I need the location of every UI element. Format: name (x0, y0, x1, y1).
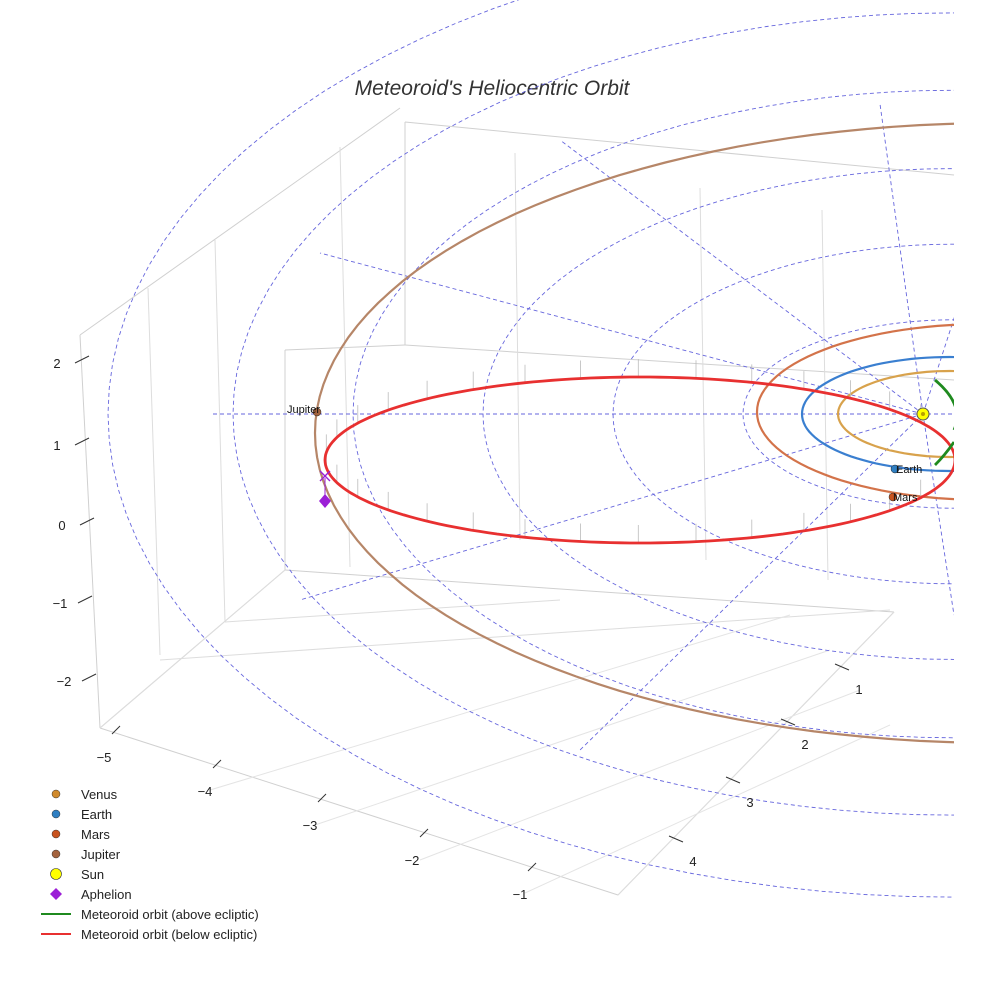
y-tick-mark (419, 828, 429, 838)
x-tick-mark (668, 835, 684, 843)
mars-orbit (755, 323, 954, 501)
legend-label: Sun (81, 867, 104, 882)
annotation-label: Jupiter (287, 404, 320, 416)
y-tick-mark (317, 793, 327, 803)
y-tick-label: −1 (513, 887, 528, 902)
x-tick-label: 4 (689, 854, 696, 869)
box-edge (404, 344, 955, 381)
jupiter-orbit (313, 122, 954, 744)
box-edge (99, 727, 619, 896)
grid-ring (482, 168, 954, 660)
grid-radial (922, 413, 954, 616)
meteoroid-orbit-above (934, 378, 954, 466)
grid-line (209, 614, 791, 791)
legend-label: Jupiter (81, 847, 121, 862)
z-tick-label: 0 (58, 518, 65, 533)
legend-swatch (51, 789, 61, 799)
z-tick-label: −1 (53, 596, 68, 611)
box-edge (284, 569, 895, 613)
grid-line (524, 724, 891, 894)
grid-line (699, 187, 707, 561)
legend-label: Venus (81, 787, 118, 802)
z-tick-label: 1 (53, 438, 60, 453)
legend-swatch (51, 809, 61, 819)
grid-line (224, 599, 561, 623)
y-tick-label: −2 (405, 853, 420, 868)
y-tick-mark (527, 862, 537, 872)
z-tick-label: 2 (53, 356, 60, 371)
y-tick-label: −3 (303, 818, 318, 833)
meteoroid-orbit (323, 359, 954, 545)
legend-label: Meteoroid orbit (below ecliptic) (81, 927, 257, 942)
aphelion-marker (319, 494, 331, 508)
mars-marker (888, 492, 898, 502)
grid-radial (879, 103, 924, 415)
grid-line (314, 649, 831, 826)
grid-line (339, 146, 351, 568)
grid-line (147, 287, 161, 656)
z-tick-mark (74, 437, 90, 446)
chart-title: Meteoroid's Heliocentric Orbit (355, 77, 631, 100)
earth-marker (890, 464, 900, 474)
grid-line (514, 152, 521, 541)
venus-orbit (836, 369, 954, 459)
x-tick-mark (725, 776, 741, 784)
legend-label: Mars (81, 827, 110, 842)
legend-swatch (51, 829, 61, 839)
meteoroid-orbit-below (323, 375, 954, 545)
grid-radial (299, 413, 924, 601)
grid-line (99, 569, 286, 729)
jupiter-marker (312, 407, 322, 417)
z-tick-mark (79, 517, 95, 526)
legend-swatch (50, 888, 62, 900)
legend-label: Meteoroid orbit (above ecliptic) (81, 907, 259, 922)
grid-ring (742, 319, 954, 509)
z-tick-label: −2 (57, 674, 72, 689)
x-tick-mark (780, 718, 796, 726)
y-tick-label: −4 (198, 784, 213, 799)
y-tick-mark (111, 725, 121, 735)
legend-swatch (51, 849, 61, 859)
grid-line (617, 611, 895, 896)
z-tick-mark (74, 355, 90, 364)
x-tick-mark (834, 663, 850, 671)
grid-radial (319, 252, 924, 415)
tick-labels: 2 1 0 −1 −2 −5 −4 −3 −2 −1 1 2 3 4 (53, 355, 863, 902)
x-tick-label: 1 (855, 682, 862, 697)
y-tick-label: −5 (97, 750, 112, 765)
legend-swatch (50, 868, 62, 880)
box-edge (404, 121, 955, 176)
grid-line (159, 609, 891, 661)
z-tick-mark (77, 595, 93, 604)
annotation-label: Mars (893, 492, 918, 504)
ecliptic-grid (107, 0, 954, 898)
y-tick-mark (212, 759, 222, 769)
legend-label: Aphelion (81, 887, 132, 902)
aphelion-cross (319, 470, 331, 482)
earth-orbit (800, 355, 954, 473)
box-edge (79, 334, 101, 729)
box-edge (79, 107, 401, 336)
grid-radial (577, 413, 924, 753)
x-tick-label: 2 (801, 737, 808, 752)
axis-box (79, 107, 955, 896)
planet-orbits (313, 122, 954, 744)
markers: Jupiter Earth Mars (287, 404, 930, 508)
grid-ring (107, 0, 954, 898)
z-tick-mark (81, 673, 97, 682)
box-gridlines (99, 146, 895, 896)
sun-core (921, 412, 925, 416)
legend: Venus Earth Mars Jupiter Sun Aphelion Meteoroi… (41, 787, 259, 942)
grid-line (214, 239, 226, 623)
x-tick-label: 3 (746, 795, 753, 810)
grid-line (821, 209, 829, 581)
annotation-label: Earth (896, 464, 922, 476)
grid-radial (559, 139, 924, 415)
legend-label: Earth (81, 807, 112, 822)
